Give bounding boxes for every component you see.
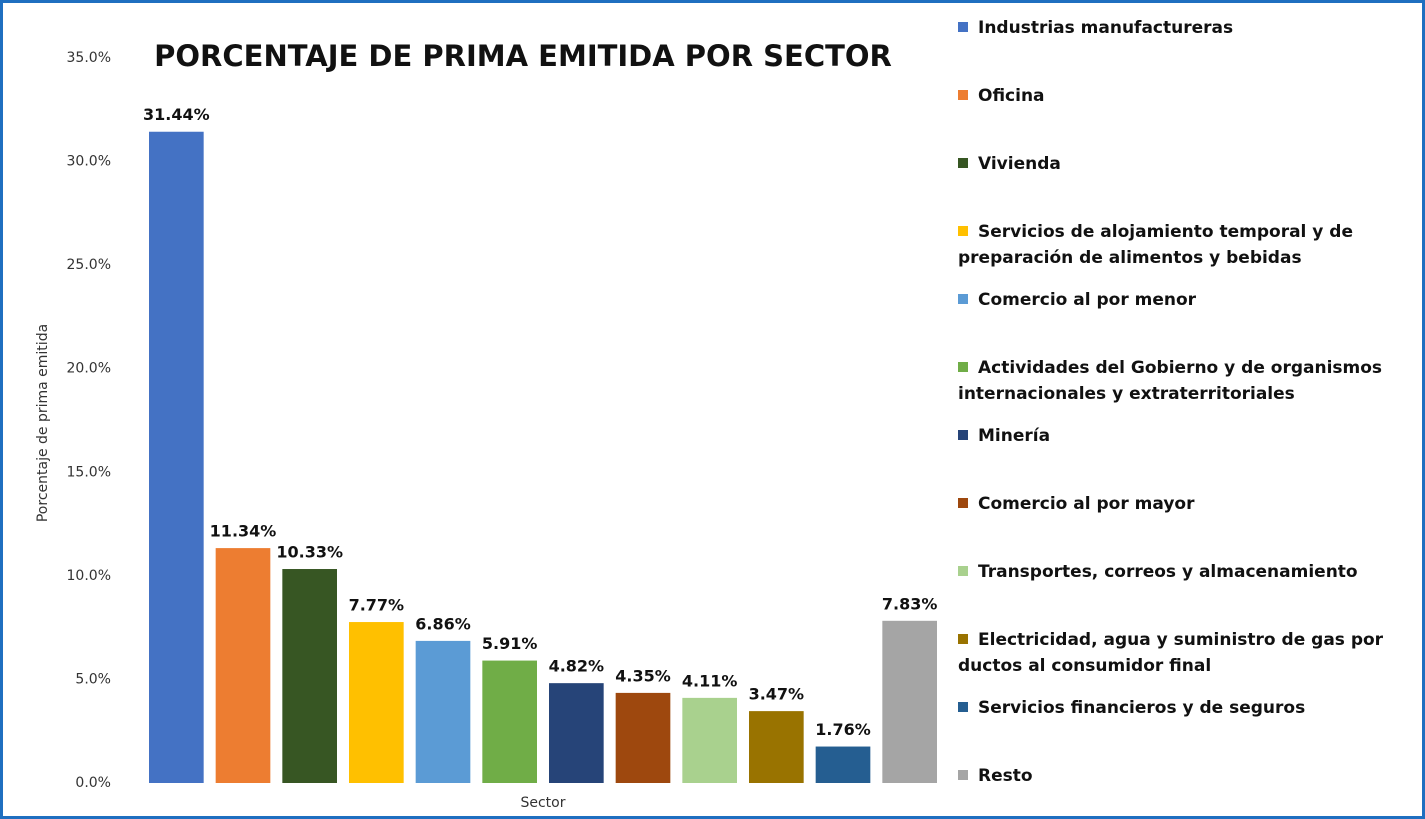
data-label: 5.91% <box>482 634 538 653</box>
legend-item: Servicios financieros y de seguros <box>958 695 1408 721</box>
bar <box>215 548 271 783</box>
legend-swatch <box>958 362 968 372</box>
bar <box>549 683 604 783</box>
legend-label: Transportes, correos y almacenamiento <box>978 562 1358 582</box>
data-label: 4.82% <box>549 657 605 676</box>
y-axis-label: Porcentaje de prima emitida <box>35 324 51 522</box>
legend-label: Vivienda <box>978 154 1061 174</box>
data-label: 4.35% <box>615 666 671 685</box>
data-label: 3.47% <box>749 685 805 704</box>
legend-swatch <box>958 770 968 780</box>
legend-label: Industrias manufactureras <box>978 18 1234 38</box>
legend-label: Resto <box>978 766 1033 786</box>
legend-item: Minería <box>958 423 1408 449</box>
legend-label: Oficina <box>978 86 1045 106</box>
data-label: 10.33% <box>276 543 343 562</box>
x-axis-label: Sector <box>520 795 565 811</box>
legend-item: Oficina <box>958 83 1408 109</box>
legend-label: Electricidad, agua y suministro de gas p… <box>958 630 1384 676</box>
chart-title: PORCENTAJE DE PRIMA EMITIDA POR SECTOR <box>154 39 892 73</box>
y-tick-label: 10.0% <box>67 568 111 584</box>
legend-item: Servicios de alojamiento temporal y de p… <box>958 219 1408 271</box>
legend-item: Actividades del Gobierno y de organismos… <box>958 355 1408 407</box>
bar <box>815 746 871 783</box>
legend-swatch <box>958 430 968 440</box>
legend-label: Actividades del Gobierno y de organismos… <box>958 358 1383 404</box>
legend-label: Minería <box>978 426 1051 446</box>
bar <box>749 711 804 783</box>
legend-label: Servicios de alojamiento temporal y de p… <box>958 222 1353 268</box>
y-tick-label: 35.0% <box>67 50 111 66</box>
data-label: 11.34% <box>210 522 277 541</box>
legend-item: Comercio al por menor <box>958 287 1408 313</box>
y-tick-label: 20.0% <box>67 361 111 377</box>
legend-label: Comercio al por menor <box>978 290 1197 310</box>
bar <box>615 692 671 783</box>
data-label: 1.76% <box>815 720 871 739</box>
legend-swatch <box>958 158 968 168</box>
bar <box>349 622 404 783</box>
legend-swatch <box>958 634 968 644</box>
legend-swatch <box>958 566 968 576</box>
legend-label: Servicios financieros y de seguros <box>978 698 1306 718</box>
data-label: 7.83% <box>882 594 938 613</box>
legend-swatch <box>958 226 968 236</box>
legend-item: Industrias manufactureras <box>958 15 1408 41</box>
chart: PORCENTAJE DE PRIMA EMITIDA POR SECTOR P… <box>35 39 938 811</box>
legend-item: Transportes, correos y almacenamiento <box>958 559 1408 585</box>
data-label: 31.44% <box>143 105 210 124</box>
bar <box>415 640 471 783</box>
legend-item: Vivienda <box>958 151 1408 177</box>
bar <box>282 569 337 783</box>
legend-swatch <box>958 294 968 304</box>
legend-item: Comercio al por mayor <box>958 491 1408 517</box>
y-tick-label: 30.0% <box>67 154 111 170</box>
y-tick-label: 25.0% <box>67 257 111 273</box>
data-label: 7.77% <box>349 596 405 615</box>
bar <box>482 660 537 783</box>
data-label: 6.86% <box>415 614 471 633</box>
bar <box>682 697 737 783</box>
bar <box>149 131 204 783</box>
legend-swatch <box>958 702 968 712</box>
legend-item: Resto <box>958 763 1408 789</box>
legend-swatch <box>958 90 968 100</box>
legend-swatch <box>958 22 968 32</box>
legend-swatch <box>958 498 968 508</box>
legend-item: Electricidad, agua y suministro de gas p… <box>958 627 1408 679</box>
data-label: 4.11% <box>682 671 738 690</box>
y-tick-label: 0.0% <box>75 775 111 791</box>
y-tick-label: 15.0% <box>67 464 111 480</box>
legend-label: Comercio al por mayor <box>978 494 1195 514</box>
bar <box>882 620 937 783</box>
y-tick-label: 5.0% <box>75 671 111 687</box>
